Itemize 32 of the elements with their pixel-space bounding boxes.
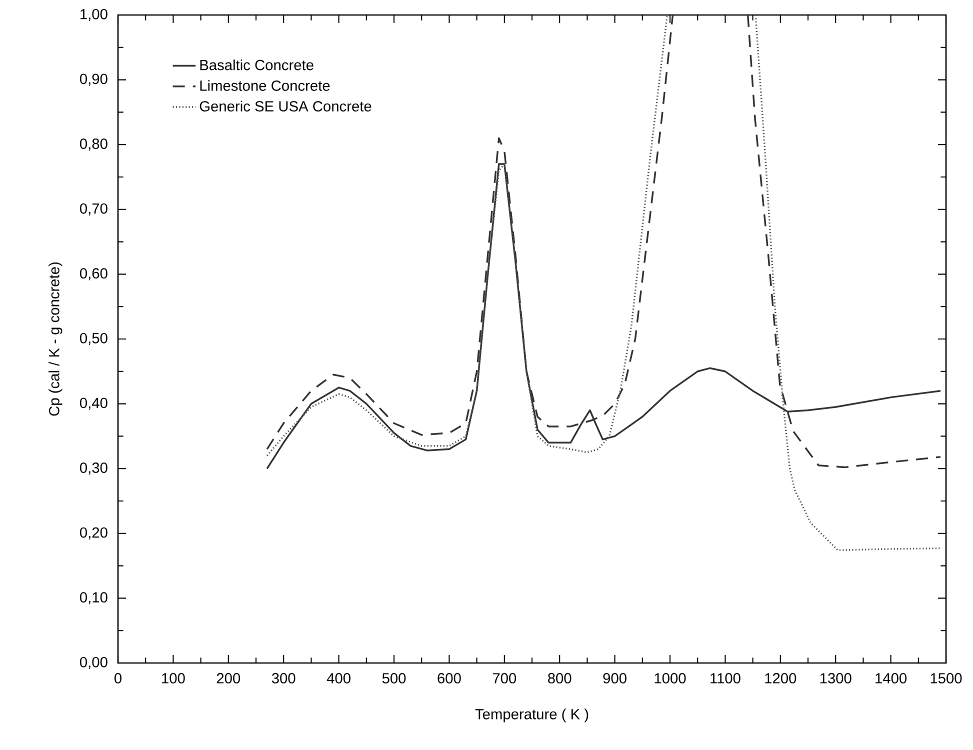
x-tick-label: 800 — [548, 673, 572, 684]
x-tick-label: 500 — [382, 673, 406, 684]
x-tick-label: 900 — [603, 673, 626, 684]
y-tick-label: 0,50 — [80, 332, 108, 346]
y-tick-label: 0,70 — [80, 203, 108, 216]
x-tick-label: 600 — [438, 673, 461, 684]
x-tick-label: 1100 — [710, 673, 740, 684]
x-axis-title: Temperature ( K ) — [475, 708, 588, 722]
y-tick-label: 0,00 — [80, 656, 108, 670]
y-tick-label: 0,20 — [80, 527, 108, 540]
y-tick-label: 0,60 — [80, 268, 108, 280]
x-tick-label: 200 — [216, 673, 240, 684]
legend-label: Basaltic Concrete — [200, 59, 314, 70]
x-tick-label: 400 — [326, 673, 350, 684]
y-axis-title: Cp (cal / K - g concrete) — [48, 262, 62, 416]
legend-label: Generic SE USA Concrete — [200, 100, 372, 112]
y-tick-label: 0,40 — [80, 398, 108, 410]
y-tick-label: 0,10 — [80, 592, 108, 604]
y-tick-label: 0,30 — [80, 462, 108, 475]
x-tick-label: 700 — [492, 673, 516, 684]
x-tick-label: 0 — [114, 673, 122, 684]
x-tick-label: 1400 — [876, 673, 907, 684]
x-tick-label: 1000 — [654, 673, 686, 684]
x-tick-label: 100 — [162, 673, 185, 684]
x-tick-label: 1500 — [930, 673, 962, 684]
x-tick-label: 300 — [272, 673, 296, 684]
x-tick-label: 1200 — [765, 673, 796, 684]
y-tick-label: 1,00 — [80, 8, 108, 22]
legend-label: Limestone Concrete — [200, 80, 330, 91]
y-tick-label: 0,90 — [80, 74, 108, 86]
x-tick-label: 1300 — [820, 673, 852, 684]
y-tick-label: 0,80 — [80, 138, 108, 151]
